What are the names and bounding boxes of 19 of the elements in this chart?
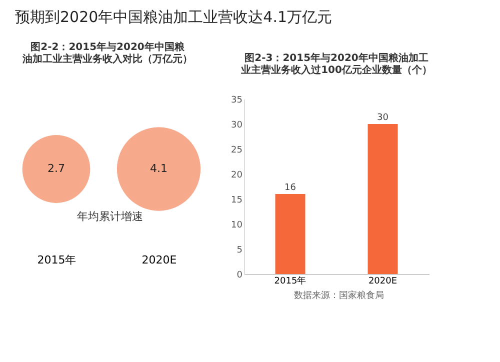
y-tick-label: 5 <box>236 246 242 256</box>
y-tick-label: 15 <box>231 196 242 206</box>
text: 图2-2：2015年与2020年中国粮油加工业主营业务收入对比（万亿元） <box>22 41 192 65</box>
text: 预期到2020年中国粮油加工业营收达4.1万亿元 <box>15 8 332 26</box>
source-note: 数据来源：国家粮食局 <box>294 290 384 301</box>
data-label: 4.1 <box>150 162 168 175</box>
category-label: 2015年 <box>37 254 76 266</box>
y-tick-label: 20 <box>231 170 243 180</box>
category-label: 2020E <box>142 254 177 266</box>
data-label: 16 <box>284 183 296 193</box>
text: 年均累计增速 <box>77 210 143 223</box>
data-label: 30 <box>377 113 389 123</box>
y-tick-label: 35 <box>231 96 242 106</box>
y-tick-label: 10 <box>231 220 243 230</box>
data-label: 2.7 <box>48 162 65 175</box>
y-tick-label: 30 <box>231 120 243 130</box>
chart-title: 图2-3：2015年与2020年中国粮油加工业主营业务收入过100亿元企业数量（个） <box>240 52 432 76</box>
y-tick-label: 0 <box>236 270 243 280</box>
y-tick-label: 25 <box>231 146 242 156</box>
